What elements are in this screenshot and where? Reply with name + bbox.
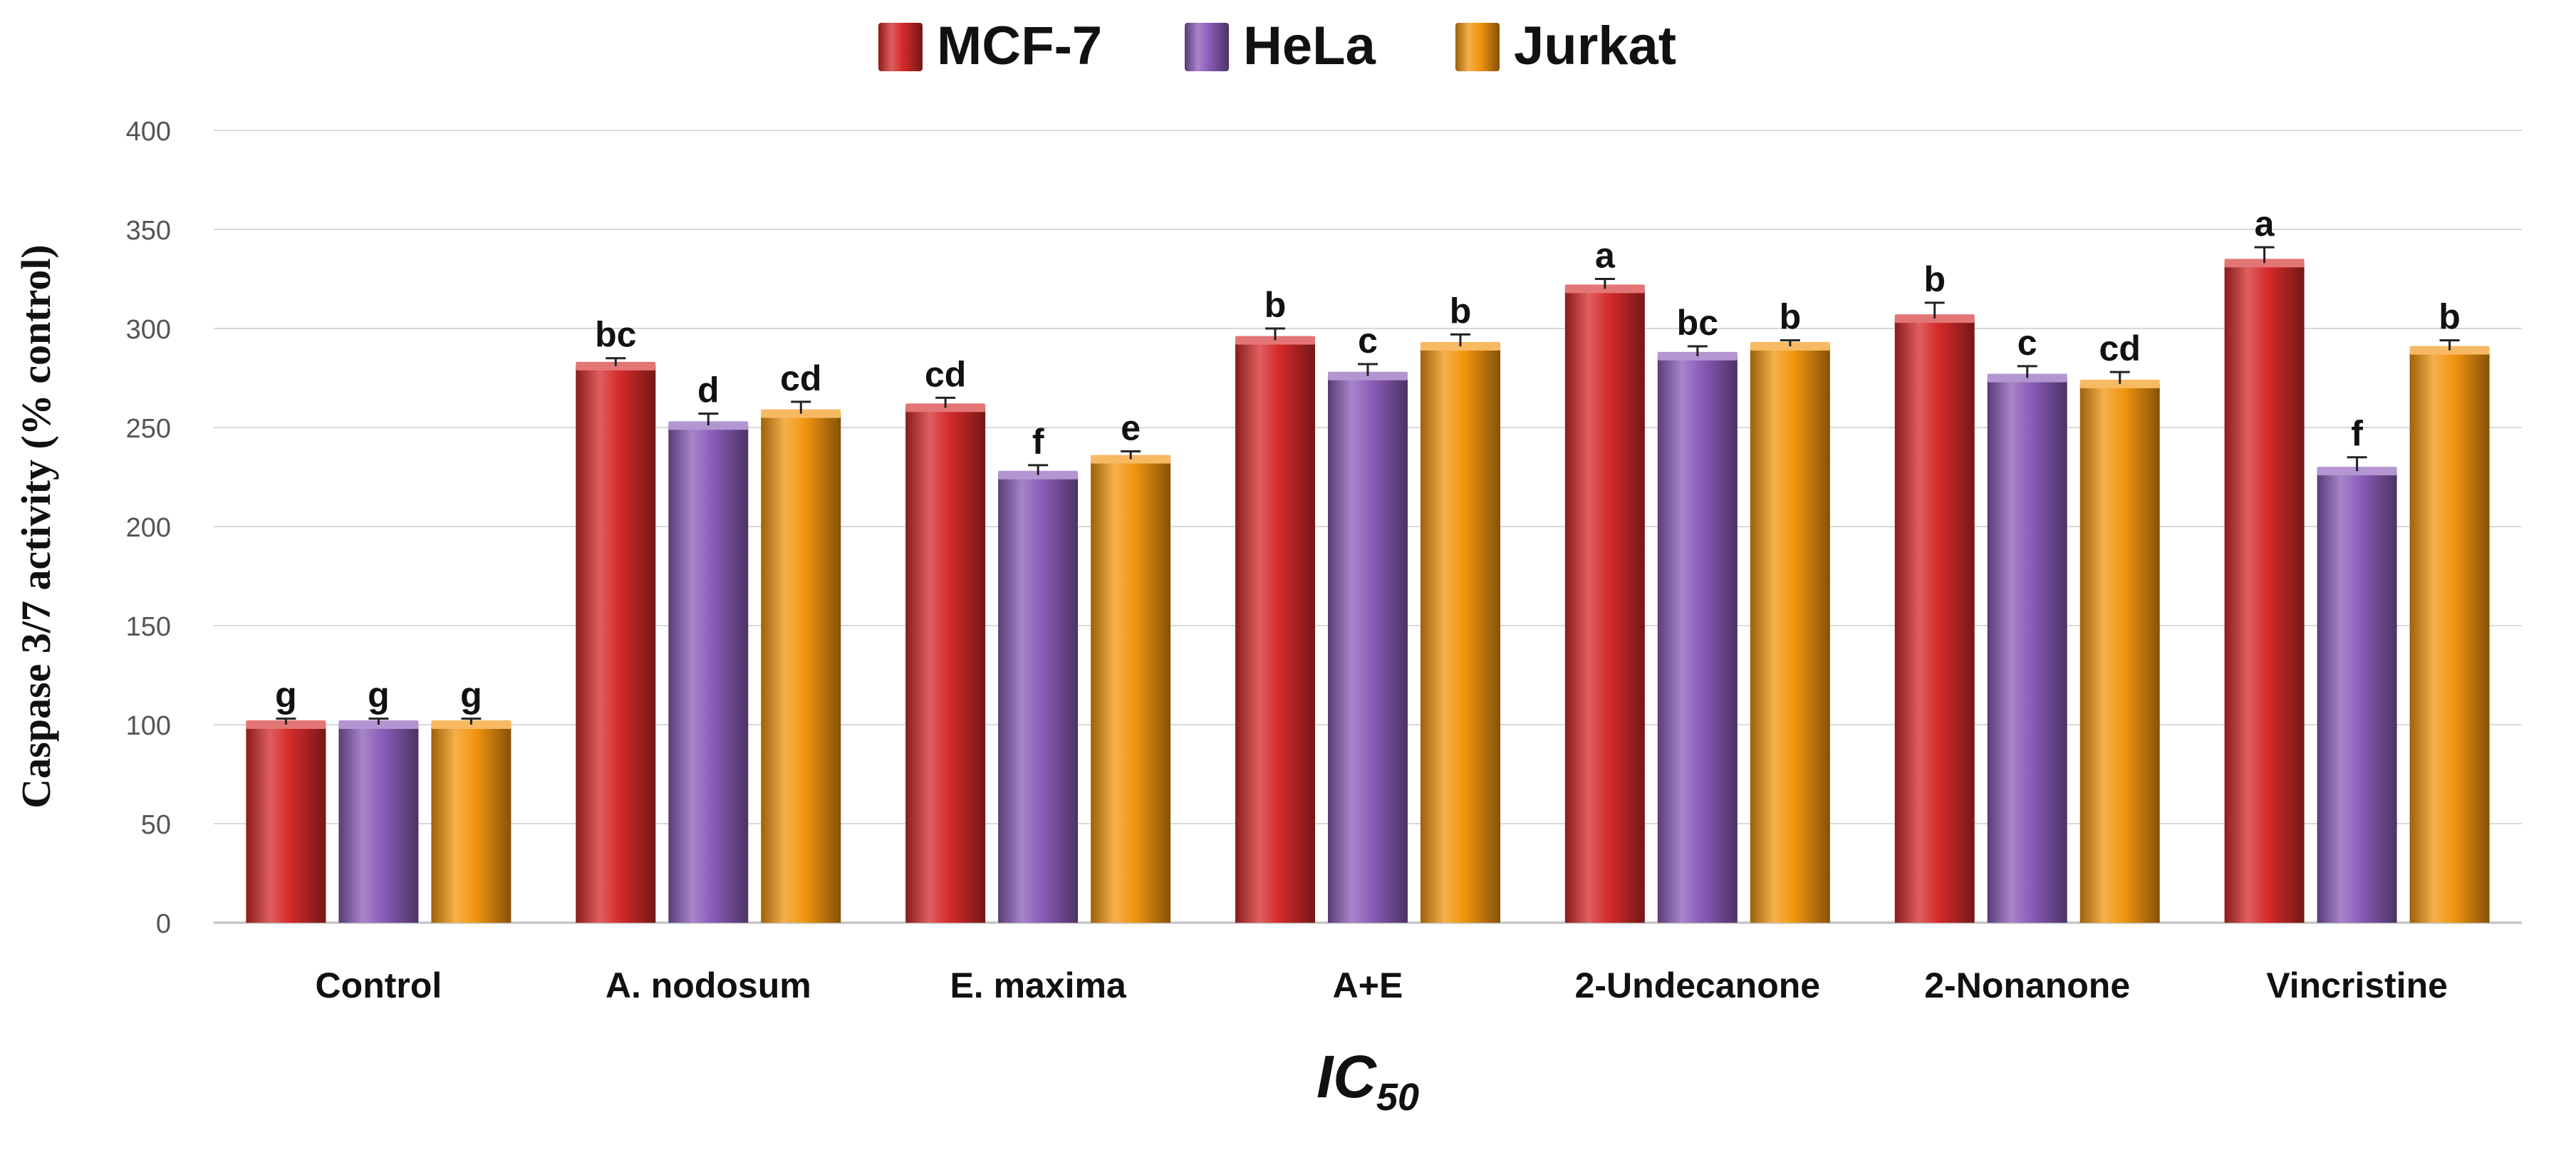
significance-letter: b xyxy=(1780,297,1802,337)
significance-letter: bc xyxy=(595,315,636,355)
bar-hela xyxy=(1328,376,1408,923)
bar-hela xyxy=(668,425,749,923)
bar-jurkat xyxy=(2079,383,2160,923)
y-tick-label: 400 xyxy=(126,117,171,147)
significance-letter: a xyxy=(1595,236,1616,276)
y-tick-label: 150 xyxy=(126,612,171,642)
significance-letter: cd xyxy=(925,354,966,394)
significance-letter: g xyxy=(368,675,390,715)
significance-letter: b xyxy=(2439,297,2461,337)
x-tick-label: E. maxima xyxy=(950,965,1127,1005)
significance-letter: g xyxy=(460,675,482,715)
y-tick-label: 350 xyxy=(126,216,171,246)
legend-swatch xyxy=(1185,23,1229,71)
y-tick-label: 250 xyxy=(126,414,171,444)
legend: MCF-7 HeLa Jurkat xyxy=(878,16,1676,76)
y-tick-label: 100 xyxy=(126,711,171,741)
bar-mcf-7 xyxy=(1564,289,1645,923)
x-tick-label: A. nodosum xyxy=(606,965,811,1005)
x-tick-label: Control xyxy=(316,965,442,1005)
x-axis-label-subscript: 50 xyxy=(1376,1076,1419,1119)
significance-letter: d xyxy=(697,371,720,410)
bar-jurkat xyxy=(1750,346,1830,923)
bar-hela xyxy=(1657,356,1738,923)
legend-label: HeLa xyxy=(1243,16,1376,76)
bar-mcf-7 xyxy=(2224,263,2305,923)
significance-letter: f xyxy=(2351,414,2363,454)
significance-letter: cd xyxy=(2099,328,2141,368)
legend-label: Jurkat xyxy=(1514,16,1676,76)
x-axis-label-main: IC xyxy=(1316,1043,1377,1110)
bar-mcf-7 xyxy=(905,408,986,923)
significance-letter: f xyxy=(1032,422,1044,462)
bar-mcf-7 xyxy=(1894,319,1975,923)
bar-mcf-7 xyxy=(1235,340,1315,923)
bar-jurkat xyxy=(761,413,841,923)
axes: 0 50 100 150 200 250 300 350 400 Control A. nodosu… xyxy=(126,117,2522,1005)
bar-jurkat xyxy=(2409,350,2490,923)
x-axis-label: IC50 xyxy=(1316,1043,1419,1119)
bar-jurkat xyxy=(1421,346,1500,923)
y-tick-label: 200 xyxy=(126,513,171,543)
y-tick-label: 300 xyxy=(126,315,171,345)
bar-mcf-7 xyxy=(576,366,656,923)
bars xyxy=(246,246,2490,923)
significance-letter: b xyxy=(1923,259,1946,299)
bar-mcf-7 xyxy=(246,725,326,923)
significance-letter: b xyxy=(1264,285,1287,325)
significance-letter: e xyxy=(1121,408,1141,447)
y-axis-label: Caspase 3/7 activity (% control) xyxy=(13,244,59,809)
x-tick-label: 2-Nonanone xyxy=(1924,965,2130,1005)
legend-swatch xyxy=(878,23,923,71)
bar-jurkat xyxy=(431,725,511,923)
bar-hela xyxy=(2317,471,2397,923)
x-tick-label: Vincristine xyxy=(2266,965,2448,1005)
x-tick-label: A+E xyxy=(1333,965,1403,1005)
significance-letter: c xyxy=(1358,321,1378,361)
significance-letter: bc xyxy=(1677,303,1718,343)
significance-letter: a xyxy=(2255,204,2275,244)
bar-hela xyxy=(1987,378,2067,923)
legend-label: MCF-7 xyxy=(937,16,1102,76)
significance-letter: c xyxy=(2017,323,2037,363)
significance-letter: cd xyxy=(780,358,821,398)
legend-swatch xyxy=(1455,23,1500,71)
significance-letter: g xyxy=(275,675,297,715)
bar-hela xyxy=(998,475,1079,923)
y-tick-label: 50 xyxy=(141,810,171,840)
bar-jurkat xyxy=(1091,459,1171,923)
bar-hela xyxy=(338,725,419,923)
significance-letter: b xyxy=(1450,291,1472,331)
x-tick-label: 2-Undecanone xyxy=(1575,965,1821,1005)
y-tick-label: 0 xyxy=(156,909,171,939)
